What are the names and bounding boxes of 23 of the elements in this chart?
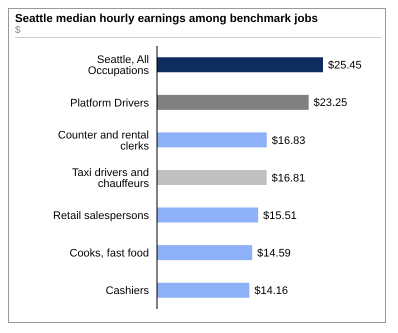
- bar: [157, 94, 309, 110]
- y-tick-label: Counter and rental clerks: [58, 129, 150, 152]
- chart-title: Seattle median hourly earnings among benchmark jobs: [15, 13, 319, 25]
- y-tick-label: Taxi drivers and chauffeurs: [72, 166, 150, 190]
- bar: [157, 170, 267, 185]
- text: $: [15, 25, 381, 38]
- bar: [157, 245, 252, 260]
- data-label: $14.59: [257, 248, 291, 260]
- bar: [157, 132, 267, 148]
- bar: [157, 208, 258, 223]
- data-label: $15.51: [263, 210, 297, 222]
- bar: [157, 282, 250, 298]
- data-label: $16.83: [272, 134, 306, 147]
- y-tick-label: Cashiers: [106, 285, 150, 298]
- y-tick-label: Seattle, All Occupations: [88, 54, 150, 78]
- data-label: $14.16: [254, 285, 288, 298]
- y-tick-label: Retail salespersons: [53, 210, 150, 222]
- y-tick-label: Platform Drivers: [70, 97, 150, 110]
- data-label: $25.45: [328, 60, 362, 72]
- data-label: $23.25: [314, 97, 348, 110]
- y-tick-label: Cooks, fast food: [70, 248, 149, 260]
- bar: [157, 57, 323, 72]
- data-label: $16.81: [272, 172, 306, 184]
